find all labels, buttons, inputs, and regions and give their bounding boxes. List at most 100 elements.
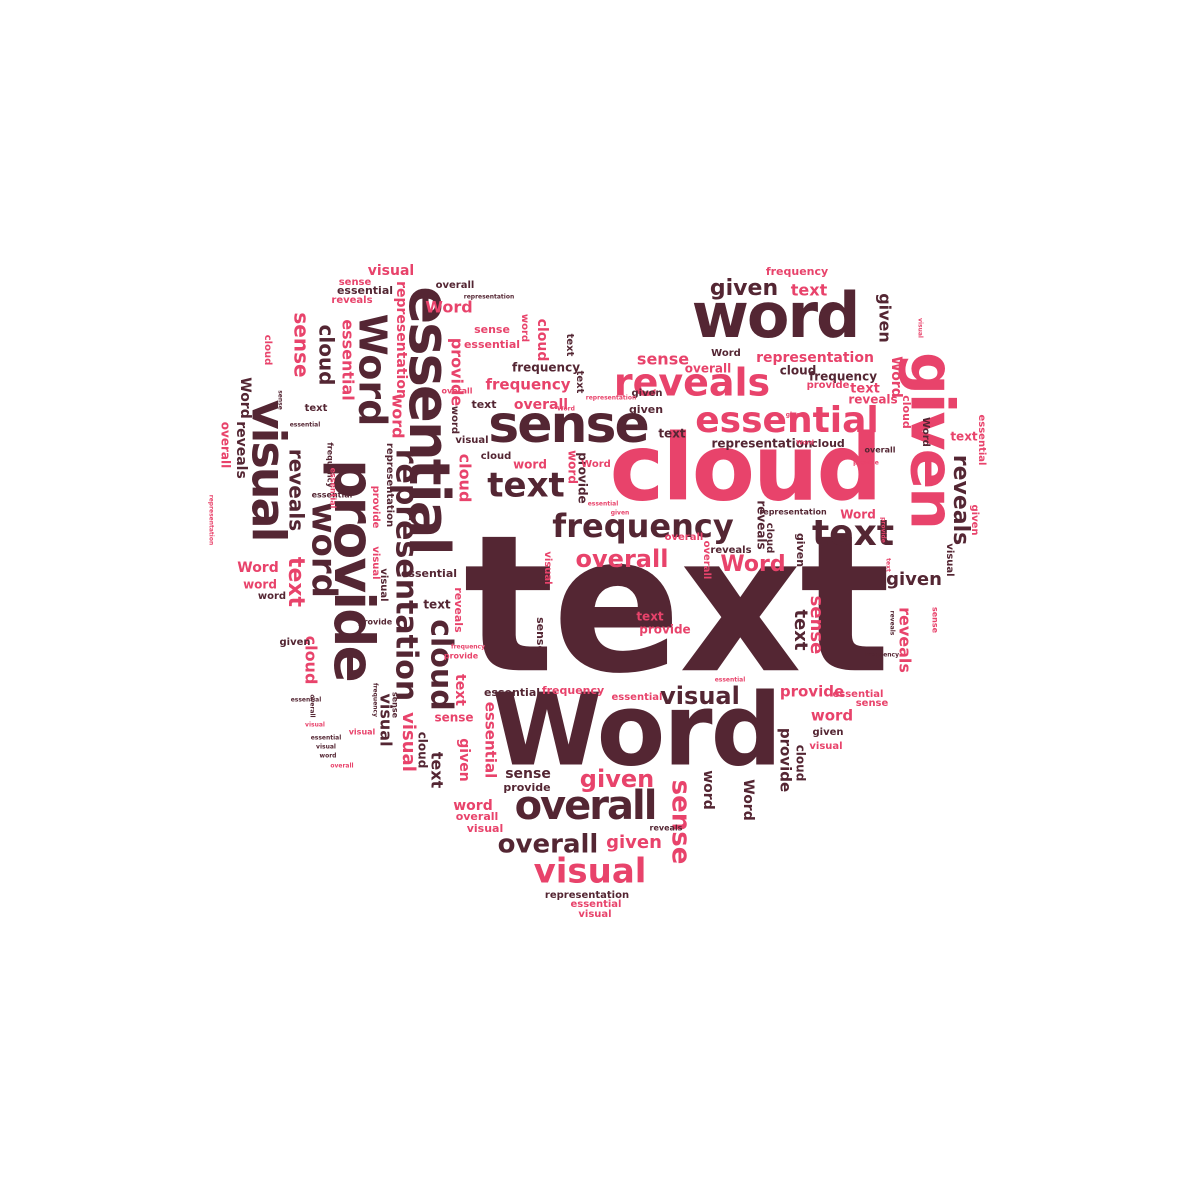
cloud-word: essential <box>482 702 500 778</box>
cloud-word: provide <box>853 460 879 467</box>
cloud-word: representation <box>586 395 637 402</box>
cloud-word: frequency <box>372 683 379 717</box>
cloud-word: sense <box>277 390 284 410</box>
cloud-word: visual <box>305 722 325 729</box>
cloud-word: Word <box>711 348 741 359</box>
cloud-word: Word <box>492 671 780 788</box>
cloud-word: overall <box>665 532 704 543</box>
cloud-word: cloud <box>302 636 321 685</box>
cloud-word: cloud <box>780 364 817 378</box>
cloud-word: provide <box>503 781 550 794</box>
cloud-word: essential <box>337 284 393 297</box>
cloud-word: cloud <box>481 451 512 462</box>
cloud-word: frequency <box>451 644 485 651</box>
cloud-word: word <box>519 314 530 342</box>
cloud-word: Word <box>557 406 575 413</box>
cloud-word: sense <box>505 766 551 782</box>
cloud-word: provide <box>639 623 690 637</box>
cloud-word: frequency <box>326 442 335 488</box>
cloud-word: provide <box>322 459 386 681</box>
cloud-word: cloud <box>534 319 550 362</box>
cloud-word: word <box>389 393 408 438</box>
cloud-word: essential <box>339 319 358 401</box>
cloud-word: given <box>794 533 807 567</box>
cloud-word: reveals <box>452 587 465 633</box>
cloud-word: text <box>812 513 894 554</box>
cloud-word: provide <box>807 380 850 391</box>
cloud-word: given <box>629 403 663 416</box>
cloud-word: visual <box>660 682 740 710</box>
cloud-word: cloud <box>456 454 475 503</box>
cloud-word: sense <box>474 323 510 336</box>
cloud-word: visual <box>370 546 381 579</box>
cloud-word: word <box>320 753 337 760</box>
cloud-word: overall <box>442 387 473 396</box>
cloud-word: sense <box>637 350 689 369</box>
cloud-word: visual <box>944 543 955 576</box>
cloud-word: text <box>487 466 565 506</box>
cloud-word: text <box>564 334 575 357</box>
cloud-word: reveals <box>710 545 751 556</box>
cloud-word: visual <box>242 400 296 541</box>
cloud-word: overall <box>456 810 499 823</box>
cloud-word: overall <box>309 694 316 717</box>
cloud-word: text <box>636 610 664 624</box>
cloud-word: text <box>885 558 892 572</box>
cloud-word: word <box>304 502 344 598</box>
cloud-word: visual <box>316 744 336 751</box>
cloud-word: essential <box>464 338 520 351</box>
cloud-word: essential <box>715 677 746 684</box>
cloud-word: given <box>896 352 966 528</box>
cloud-word: overall <box>865 446 896 455</box>
cloud-word: reveals <box>650 824 683 833</box>
cloud-word: text <box>950 430 978 444</box>
cloud-word: given <box>631 388 662 399</box>
cloud-word: essential <box>588 501 619 508</box>
cloud-word: Word <box>237 560 279 576</box>
cloud-word: representation <box>759 508 827 517</box>
cloud-word: frequency <box>809 370 877 384</box>
cloud-word: frequency <box>766 265 828 278</box>
cloud-word: word <box>258 591 286 602</box>
cloud-word: essential <box>695 400 879 441</box>
cloud-word: reveals <box>285 449 309 531</box>
cloud-word: provide <box>780 683 844 701</box>
cloud-word: Word <box>796 440 814 447</box>
cloud-word: overall <box>436 280 475 291</box>
cloud-word: frequency <box>512 361 580 375</box>
cloud-word: sense <box>434 711 473 725</box>
cloud-word: representation <box>756 350 874 366</box>
cloud-word: Word <box>720 552 785 577</box>
cloud-word: Word <box>888 356 904 398</box>
cloud-word: sense <box>290 312 314 377</box>
cloud-word: sense <box>339 277 372 288</box>
cloud-word: sense <box>391 692 400 719</box>
cloud-word: representation <box>712 437 813 451</box>
cloud-word: essential <box>329 468 338 509</box>
cloud-word: text <box>850 382 880 397</box>
cloud-word: visual <box>368 263 414 279</box>
cloud-word: essential <box>484 686 540 699</box>
cloud-word: text <box>423 598 451 612</box>
cloud-word: representation <box>384 443 395 527</box>
cloud-word: frequency <box>485 376 570 394</box>
cloud-word: visual <box>349 728 376 737</box>
cloud-word: cloud <box>315 324 339 385</box>
cloud-word: Word <box>425 298 472 317</box>
cloud-word: frequency <box>542 684 604 697</box>
cloud-word: given <box>279 637 310 648</box>
cloud-word: word <box>513 458 547 472</box>
cloud-word: given <box>969 504 980 535</box>
cloud-word: provide <box>448 338 467 407</box>
cloud-word: representation <box>389 449 424 702</box>
cloud-word: cloud <box>794 745 808 782</box>
cloud-word: cloud <box>262 335 273 366</box>
cloud-word: visual <box>917 318 924 338</box>
cloud-word: Word <box>740 779 756 821</box>
cloud-word: visual <box>378 568 389 601</box>
cloud-word: text <box>463 494 888 715</box>
cloud-word: sense <box>534 617 547 653</box>
cloud-word: Word <box>237 377 253 419</box>
cloud-word: text <box>574 371 585 394</box>
